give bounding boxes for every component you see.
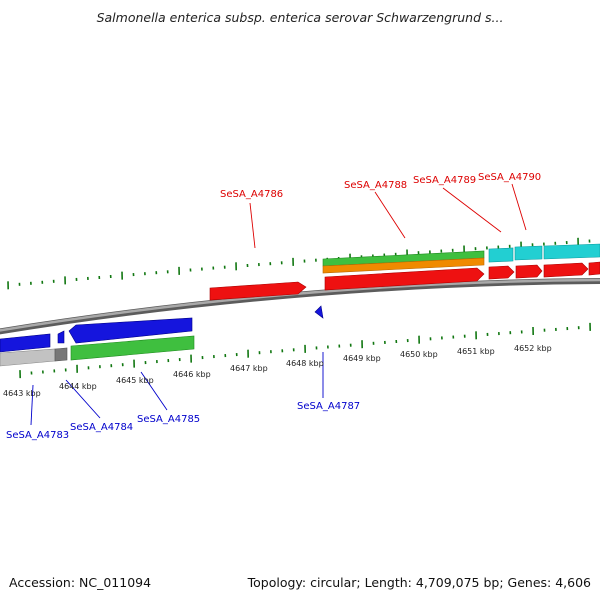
scale-label: 4649 kbp: [343, 354, 381, 363]
cds-arrow-SeSA_A4788[interactable]: [324, 267, 485, 291]
gene-label-SeSA_A4784[interactable]: SeSA_A4784: [70, 422, 133, 433]
cds-arrow-SeSA_A4789[interactable]: [488, 265, 515, 280]
scale-label: 4650 kbp: [400, 350, 438, 359]
accession-text: Accession: NC_011094: [9, 575, 152, 590]
gene-feature-orange-top[interactable]: [322, 257, 485, 274]
reverse-tick-row: [19, 322, 591, 379]
reverse-gene-labels: SeSA_A4783 SeSA_A4784 SeSA_A4785 SeSA_A4…: [6, 401, 360, 441]
gene-label-SeSA_A4786[interactable]: SeSA_A4786: [220, 189, 283, 200]
scale-label: 4644 kbp: [59, 382, 97, 391]
cds-arrow-SeSA_A4784[interactable]: [57, 330, 65, 344]
backbone: [0, 278, 600, 335]
scale-label: 4651 kbp: [457, 347, 495, 356]
gene-feature-green-bottom[interactable]: [70, 335, 195, 361]
gene-feature-cyan-2[interactable]: [514, 245, 543, 261]
cds-arrow-next-2[interactable]: [588, 261, 600, 276]
gene-label-SeSA_A4789[interactable]: SeSA_A4789: [413, 175, 476, 186]
scale-label: 4652 kbp: [514, 344, 552, 353]
gene-label-SeSA_A4787[interactable]: SeSA_A4787: [297, 401, 360, 412]
scale-label: 4645 kbp: [116, 376, 154, 385]
scale-labels: 4643 kbp 4644 kbp 4645 kbp 4646 kbp 4647…: [3, 344, 552, 398]
cds-arrow-next-1[interactable]: [543, 262, 589, 278]
gene-feature-cyan-3[interactable]: [543, 243, 600, 260]
scale-label: 4647 kbp: [230, 364, 268, 373]
label-leader-lines: [30, 183, 527, 426]
forward-strand-features: [209, 243, 600, 301]
gene-label-SeSA_A4783[interactable]: SeSA_A4783: [6, 430, 69, 441]
topology-text: Topology: circular; Length: 4,709,075 bp…: [247, 575, 591, 590]
cds-arrow-SeSA_A4790[interactable]: [515, 264, 543, 279]
cds-arrow-SeSA_A4786[interactable]: [209, 281, 307, 301]
cds-arrow-SeSA_A4785[interactable]: [68, 317, 193, 344]
forward-tick-row: [7, 237, 591, 290]
scale-label: 4648 kbp: [286, 359, 324, 368]
cds-arrow-SeSA_A4787[interactable]: [314, 305, 324, 319]
reverse-strand-features: [0, 305, 324, 367]
cds-arrow-SeSA_A4783[interactable]: [0, 333, 51, 353]
gene-feature-cyan-1[interactable]: [488, 247, 514, 263]
scale-label: 4643 kbp: [3, 389, 41, 398]
map-title: Salmonella enterica subsp. enterica sero…: [96, 10, 504, 25]
gene-feature-darkgray[interactable]: [54, 347, 68, 362]
gene-label-SeSA_A4785[interactable]: SeSA_A4785: [137, 414, 200, 425]
gene-label-SeSA_A4790[interactable]: SeSA_A4790: [478, 172, 541, 183]
forward-gene-labels: SeSA_A4786 SeSA_A4788 SeSA_A4789 SeSA_A4…: [220, 172, 541, 200]
scale-label: 4646 kbp: [173, 370, 211, 379]
gene-feature-gray[interactable]: [0, 348, 56, 367]
gene-label-SeSA_A4788[interactable]: SeSA_A4788: [344, 180, 407, 191]
